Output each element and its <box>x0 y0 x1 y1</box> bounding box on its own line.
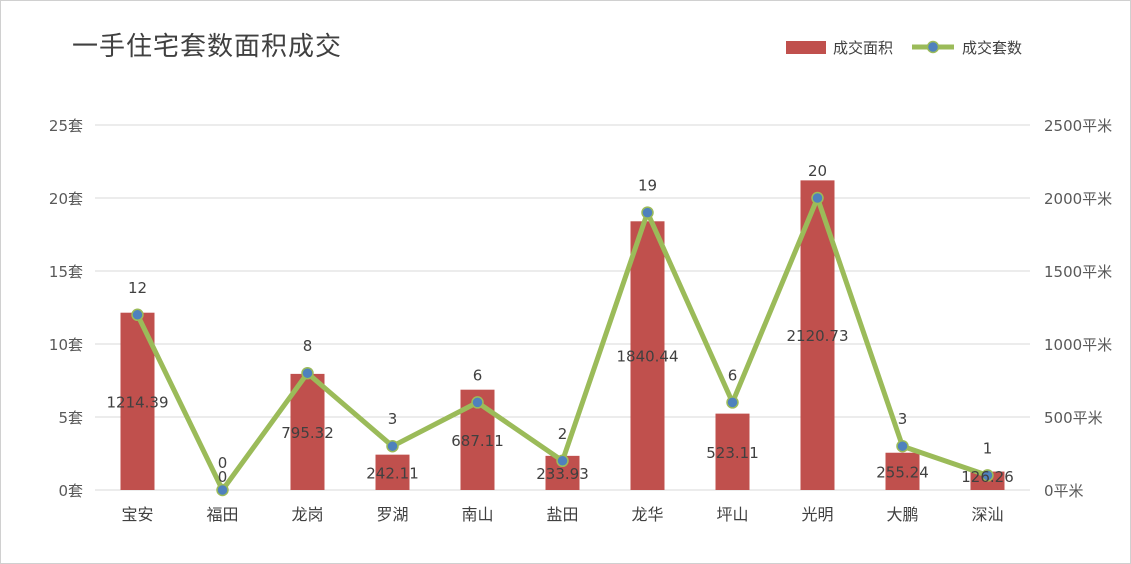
bar-data-label: 1214.39 <box>106 393 168 411</box>
line-point <box>131 308 144 322</box>
line-point <box>556 454 569 468</box>
x-tick-label: 坪山 <box>716 505 748 524</box>
bar-data-label: 523.11 <box>706 444 759 462</box>
y-right-tick-label: 500平米 <box>1044 409 1103 427</box>
y-axis-right: 0平米 500平米 1000平米 1500平米 2000平米 2500平米 <box>1044 117 1112 500</box>
bar-data-label: 255.24 <box>876 463 929 481</box>
x-axis: 宝安 福田 龙岗 罗湖 南山 盐田 龙华 坪山 光明 大鹏 深汕 <box>121 505 1003 524</box>
line-point <box>471 396 484 409</box>
x-tick-label: 大鹏 <box>886 505 918 524</box>
line-data-label: 1 <box>983 439 993 457</box>
y-right-tick-label: 1500平米 <box>1044 263 1112 281</box>
line-series <box>131 191 994 497</box>
y-left-tick-label: 5套 <box>58 409 83 427</box>
data-labels: 1214.39 0 795.32 242.11 687.11 233.93 1840.44 5… <box>106 162 1013 486</box>
line-point <box>726 396 739 409</box>
x-tick-label: 龙华 <box>631 505 663 524</box>
legend-bar-label: 成交面积 <box>833 39 893 57</box>
bar <box>630 221 665 490</box>
line-data-label: 12 <box>128 279 147 297</box>
line-point <box>301 366 314 380</box>
chart-title: 一手住宅套数面积成交 <box>72 32 343 62</box>
y-axis-left: 0套 5套 10套 15套 20套 25套 <box>49 117 83 500</box>
bar-data-label: 795.32 <box>281 424 334 442</box>
legend: 成交面积 成交套数 <box>786 39 1022 57</box>
line-data-label: 2 <box>558 425 568 443</box>
bar-data-label: 0 <box>218 468 228 486</box>
bar-series <box>120 180 1005 490</box>
y-left-tick-label: 0套 <box>58 482 83 500</box>
y-right-tick-label: 2000平米 <box>1044 190 1112 208</box>
y-left-tick-label: 10套 <box>49 336 83 354</box>
legend-line-marker <box>926 40 940 54</box>
bar-data-label: 687.11 <box>451 432 504 450</box>
line-point <box>896 439 909 453</box>
line-point <box>811 191 824 205</box>
x-tick-label: 深汕 <box>971 505 1003 524</box>
line-point <box>216 483 229 497</box>
y-right-tick-label: 0平米 <box>1044 482 1084 500</box>
line-data-label: 8 <box>303 337 313 355</box>
line-data-label: 19 <box>638 177 657 195</box>
line-data-label: 20 <box>808 162 827 180</box>
bar-data-label: 126.26 <box>961 468 1014 486</box>
gridlines <box>95 124 1030 491</box>
y-left-tick-label: 25套 <box>49 117 83 135</box>
legend-bar-swatch <box>786 41 826 54</box>
line-data-label: 3 <box>388 410 398 428</box>
y-left-tick-label: 20套 <box>49 190 83 208</box>
x-tick-label: 罗湖 <box>376 505 408 524</box>
x-tick-label: 宝安 <box>121 505 153 524</box>
bar <box>715 413 750 490</box>
line-data-label: 6 <box>473 366 483 384</box>
bar-data-label: 1840.44 <box>616 348 678 366</box>
x-tick-label: 福田 <box>206 505 238 524</box>
x-tick-label: 盐田 <box>546 505 578 524</box>
line-data-label: 3 <box>898 410 908 428</box>
bar-data-label: 2120.73 <box>786 327 848 345</box>
line-point <box>386 439 399 453</box>
x-tick-label: 光明 <box>801 505 833 524</box>
line-point <box>641 206 654 219</box>
line-data-label: 6 <box>728 366 738 384</box>
x-tick-label: 龙岗 <box>291 505 323 524</box>
y-right-tick-label: 2500平米 <box>1044 117 1112 135</box>
bar <box>885 452 920 490</box>
legend-line-label: 成交套数 <box>962 39 1022 57</box>
line-data-label: 0 <box>218 454 228 472</box>
line-point <box>981 469 994 482</box>
x-tick-label: 南山 <box>461 505 493 524</box>
bar-data-label: 242.11 <box>366 464 419 482</box>
y-right-tick-label: 1000平米 <box>1044 336 1112 354</box>
bar <box>290 373 325 490</box>
bar-data-label: 233.93 <box>536 465 589 483</box>
bar <box>375 454 410 490</box>
y-left-tick-label: 15套 <box>49 263 83 281</box>
